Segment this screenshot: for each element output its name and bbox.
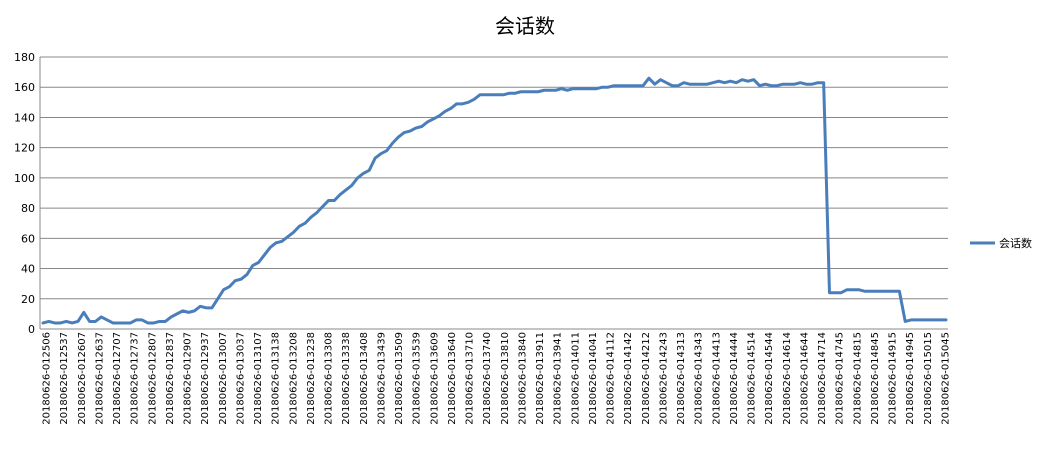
x-tick-label: 20180626-013107	[253, 332, 264, 425]
legend-label: 会话数	[999, 237, 1032, 250]
x-tick-label: 20180626-013710	[465, 332, 476, 425]
x-tick-label: 20180626-014112	[606, 332, 617, 425]
legend: 会话数	[970, 237, 1032, 250]
x-tick-label: 20180626-014945	[905, 332, 916, 425]
y-tick-label: 180	[14, 51, 35, 64]
x-tick-label: 20180626-014915	[888, 332, 899, 425]
x-tick-label: 20180626-014644	[799, 332, 810, 425]
x-tick-label: 20180626-013941	[553, 332, 564, 425]
y-tick-label: 20	[21, 293, 35, 306]
x-tick-label: 20180626-013208	[288, 332, 299, 425]
x-tick-label: 20180626-013840	[517, 332, 528, 425]
chart-title: 会话数	[495, 14, 555, 38]
x-tick-label: 20180626-012837	[165, 332, 176, 425]
x-tick-label: 20180626-014413	[711, 332, 722, 425]
x-tick-label: 20180626-014714	[817, 332, 828, 425]
x-tick-label: 20180626-013338	[341, 332, 352, 425]
y-tick-label: 160	[14, 81, 35, 94]
x-tick-label: 20180626-013238	[306, 332, 317, 425]
x-tick-label: 20180626-012937	[200, 332, 211, 425]
x-tick-label: 20180626-014142	[623, 332, 634, 425]
x-tick-label: 20180626-012637	[94, 332, 105, 425]
x-tick-label: 20180626-014313	[676, 332, 687, 425]
gridlines	[40, 56, 948, 330]
x-tick-label: 20180626-013007	[218, 332, 229, 425]
y-tick-label: 140	[14, 111, 35, 124]
y-tick-label: 60	[21, 232, 35, 245]
x-tick-label: 20180626-012737	[130, 332, 141, 425]
x-tick-label: 20180626-014212	[641, 332, 652, 425]
x-tick-label: 20180626-014444	[729, 332, 740, 425]
x-tick-label: 20180626-012506	[42, 332, 53, 425]
x-tick-label: 20180626-013640	[447, 332, 458, 425]
x-axis: 20180626-012506 20180626-012537 20180626-0…	[42, 332, 952, 425]
x-tick-label: 20180626-014544	[764, 332, 775, 425]
y-tick-label: 80	[21, 202, 35, 215]
x-tick-label: 20180626-012807	[147, 332, 158, 425]
x-tick-label: 20180626-013439	[376, 332, 387, 425]
y-tick-label: 0	[28, 323, 35, 336]
x-tick-label: 20180626-015045	[941, 332, 952, 425]
x-tick-label: 20180626-014011	[570, 332, 581, 425]
y-tick-label: 100	[14, 172, 35, 185]
x-tick-label: 20180626-014343	[694, 332, 705, 425]
x-tick-label: 20180626-014243	[658, 332, 669, 425]
x-tick-label: 20180626-014514	[747, 332, 758, 425]
x-tick-label: 20180626-013138	[271, 332, 282, 425]
x-tick-label: 20180626-013308	[324, 332, 335, 425]
x-tick-label: 20180626-014815	[852, 332, 863, 425]
x-tick-label: 20180626-013037	[235, 332, 246, 425]
x-tick-label: 20180626-013408	[359, 332, 370, 425]
x-tick-label: 20180626-013911	[535, 332, 546, 425]
y-tick-label: 40	[21, 263, 35, 276]
x-tick-label: 20180626-013810	[500, 332, 511, 425]
x-tick-label: 20180626-014745	[835, 332, 846, 425]
y-axis: 0 20 40 60 80 100 120 140 160 180	[14, 51, 41, 336]
x-tick-label: 20180626-013509	[394, 332, 405, 425]
x-tick-label: 20180626-013539	[412, 332, 423, 425]
x-tick-label: 20180626-012607	[77, 332, 88, 425]
x-tick-label: 20180626-014041	[588, 332, 599, 425]
x-tick-label: 20180626-013740	[482, 332, 493, 425]
x-tick-label: 20180626-012537	[59, 332, 70, 425]
series-line	[41, 76, 948, 325]
series-layer	[41, 76, 948, 325]
x-tick-label: 20180626-013609	[429, 332, 440, 425]
x-tick-label: 20180626-012707	[112, 332, 123, 425]
x-tick-label: 20180626-014614	[782, 332, 793, 425]
x-tick-label: 20180626-012907	[183, 332, 194, 425]
x-tick-label: 20180626-015015	[923, 332, 934, 425]
y-tick-label: 120	[14, 142, 35, 155]
x-tick-label: 20180626-014845	[870, 332, 881, 425]
